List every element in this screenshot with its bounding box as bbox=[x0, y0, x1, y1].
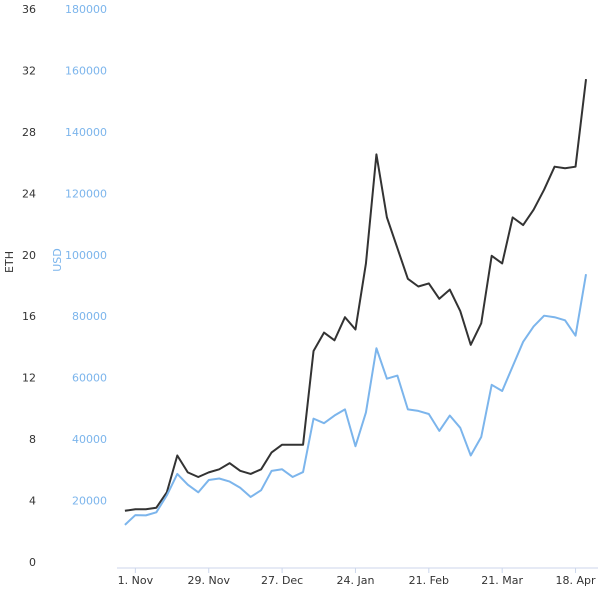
y-tick-label: 12 bbox=[22, 372, 36, 385]
y2-tick-label: 20000 bbox=[72, 495, 107, 508]
y-tick-label: 24 bbox=[22, 187, 36, 200]
x-tick-label: 27. Dec bbox=[261, 574, 303, 587]
x-tick-label: 21. Mar bbox=[481, 574, 523, 587]
data-line bbox=[124, 274, 588, 526]
x-tick-label: 18. Apr bbox=[556, 574, 596, 587]
x-tick-label: 21. Feb bbox=[409, 574, 449, 587]
y2-tick-label: 160000 bbox=[65, 64, 107, 77]
y2-tick-label: 180000 bbox=[65, 3, 107, 16]
y2-tick-label: 140000 bbox=[65, 126, 107, 139]
y-tick-label: 0 bbox=[29, 556, 36, 569]
x-tick-label: 24. Jan bbox=[336, 574, 374, 587]
y-axis-title: ETH bbox=[3, 251, 16, 273]
y2-axis-title: USD bbox=[51, 248, 64, 272]
y-tick-label: 36 bbox=[22, 3, 36, 16]
y2-tick-label: 120000 bbox=[65, 187, 107, 200]
y-tick-label: 4 bbox=[29, 495, 36, 508]
y-tick-label: 20 bbox=[22, 249, 36, 262]
y-tick-label: 8 bbox=[29, 433, 36, 446]
x-tick-label: 1. Nov bbox=[118, 574, 154, 587]
y2-tick-label: 40000 bbox=[72, 433, 107, 446]
y-tick-label: 16 bbox=[22, 310, 36, 323]
data-line bbox=[124, 79, 588, 512]
y2-tick-label: 100000 bbox=[65, 249, 107, 262]
y-tick-label: 28 bbox=[22, 126, 36, 139]
y2-tick-label: 60000 bbox=[72, 372, 107, 385]
y-tick-label: 32 bbox=[22, 64, 36, 77]
y2-tick-label: 80000 bbox=[72, 310, 107, 323]
x-tick-label: 29. Nov bbox=[188, 574, 231, 587]
